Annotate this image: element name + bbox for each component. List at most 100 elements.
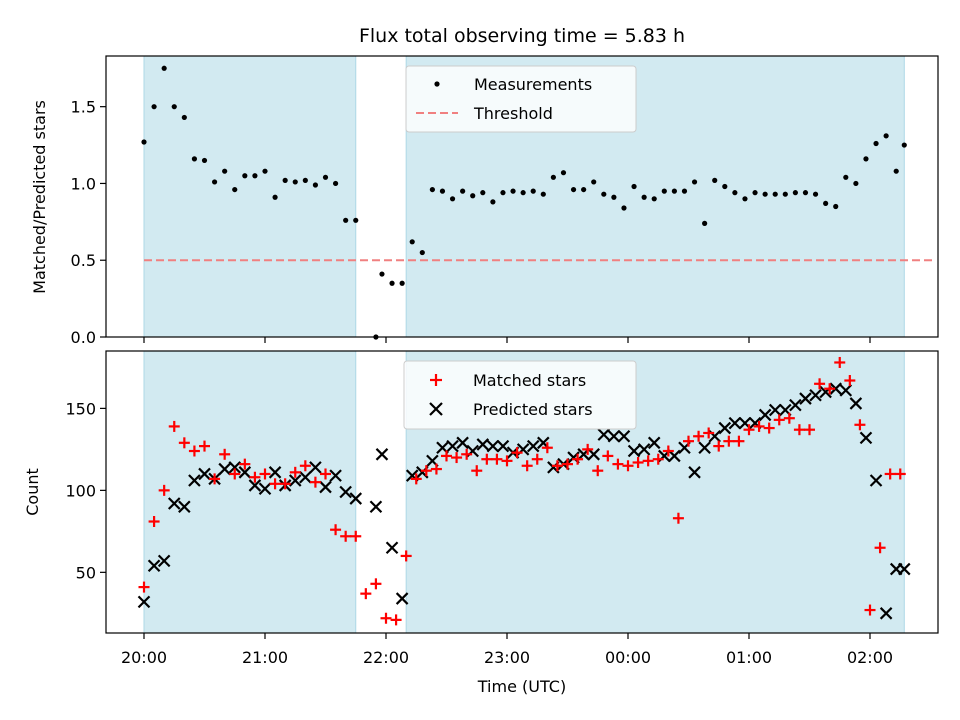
measurement-point: [833, 203, 839, 210]
predicted-point: [627, 444, 641, 458]
bottom-legend: Matched stars Predicted stars: [403, 360, 637, 430]
predicted-point: [157, 554, 171, 568]
measurement-point: [812, 191, 819, 197]
matched-point: [551, 460, 563, 472]
matched-point: [430, 463, 442, 475]
matched-point: [612, 458, 624, 470]
measurement-point: [302, 177, 308, 183]
matched-point: [884, 468, 896, 480]
matched-point: [864, 604, 876, 616]
predicted-point: [329, 469, 342, 482]
matched-point: [330, 524, 342, 536]
predicted-point: [268, 466, 282, 479]
matched-point: [602, 450, 614, 462]
measurement-point: [530, 188, 536, 194]
measurement-point: [732, 190, 738, 196]
measurement-point: [232, 186, 238, 193]
measurement-point: [742, 196, 748, 202]
measurement-point: [631, 183, 637, 190]
predicted-point: [617, 429, 631, 443]
x-tick-label: 20:00: [121, 648, 167, 667]
predicted-point: [688, 466, 701, 479]
matched-point: [672, 512, 684, 524]
predicted-point: [228, 461, 242, 474]
matched-point: [521, 460, 533, 472]
matched-point: [400, 550, 412, 562]
predicted-point: [758, 408, 772, 422]
predicted-point: [486, 439, 500, 453]
bottom-legend-box: [403, 360, 637, 430]
top-y-tick-label: 0.0: [71, 328, 96, 347]
bottom-axes-frame: [105, 350, 939, 634]
top-legend-box: [405, 65, 637, 133]
measurement-point: [772, 191, 778, 197]
matched-point: [683, 435, 694, 447]
matched-point: [410, 473, 422, 485]
bottom-y-tick-label: 50: [76, 563, 96, 582]
matched-point: [289, 466, 301, 478]
measurement-point: [201, 157, 208, 164]
top-y-tick-label: 0.5: [71, 251, 96, 270]
predicted-point: [829, 382, 842, 395]
measurement-point: [661, 188, 667, 194]
matched-point: [249, 471, 261, 483]
matched-point: [471, 465, 483, 477]
measurement-point: [151, 104, 157, 110]
predicted-point: [869, 474, 883, 487]
matched-point: [723, 435, 735, 447]
bottom-y-tick-label: 150: [65, 399, 96, 418]
matched-point: [299, 460, 311, 472]
predicted-point: [349, 492, 363, 505]
measurement-point: [893, 168, 899, 174]
matched-point: [733, 435, 745, 447]
matched-point: [562, 458, 573, 470]
measurement-point: [282, 177, 288, 183]
top-y-tick-label: 1.0: [71, 174, 96, 193]
matched-point: [350, 530, 362, 542]
top-y-tick-label: 1.5: [71, 98, 96, 117]
bottom-panel: 50 100 150 20:00 21:00 22:00 23:00 00:00 01:00 0…: [23, 350, 939, 696]
predicted-point: [238, 466, 252, 479]
predicted-point: [849, 397, 863, 410]
measurement-point: [691, 179, 698, 185]
matched-point: [219, 448, 231, 460]
measurement-point: [171, 104, 177, 110]
measurement-point: [211, 179, 218, 185]
matched-point: [188, 445, 200, 457]
matched-legend-marker: [430, 374, 442, 386]
matched-point: [441, 450, 452, 462]
predicted-point: [839, 384, 853, 397]
predicted-point: [799, 392, 812, 405]
measurement-point: [429, 186, 435, 193]
top-y-axis-label: Matched/Predicted stars: [30, 100, 49, 294]
measurement-point: [181, 114, 187, 121]
bottom-shade-0: [143, 350, 357, 634]
measurement-point: [490, 199, 496, 205]
measurement-point: [322, 174, 329, 180]
matched-point: [390, 614, 402, 626]
predicted-point: [668, 449, 681, 463]
bottom-shaded-periods: [143, 350, 905, 634]
predicted-point: [385, 541, 399, 555]
measurement-point: [611, 194, 617, 200]
matched-point: [138, 581, 150, 593]
matched-point: [652, 453, 664, 465]
measurement-point: [712, 177, 718, 183]
predicted-point: [375, 448, 389, 461]
predicted-point: [879, 607, 893, 620]
matched-point: [229, 468, 241, 480]
predicted-point: [789, 398, 802, 412]
predicted-point: [859, 431, 873, 445]
measurement-point: [681, 188, 688, 194]
measurement-point: [292, 179, 298, 185]
matched-point: [199, 440, 210, 452]
measurement-point: [560, 170, 567, 176]
matched-point: [592, 465, 604, 477]
matched-point: [793, 424, 805, 436]
measurement-point: [883, 133, 889, 139]
measurement-point: [399, 280, 405, 286]
predicted-point: [248, 479, 262, 492]
measurement-point: [470, 193, 476, 199]
matched-point: [380, 612, 392, 624]
